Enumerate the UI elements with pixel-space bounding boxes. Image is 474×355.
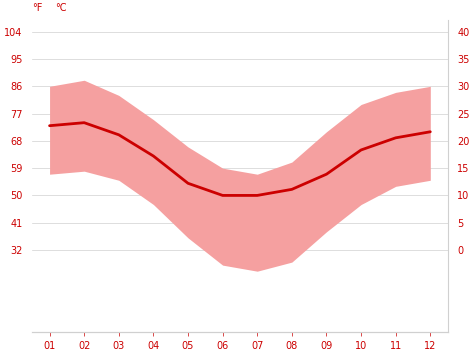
Text: °F: °F [32, 4, 43, 13]
Text: °C: °C [55, 4, 67, 13]
